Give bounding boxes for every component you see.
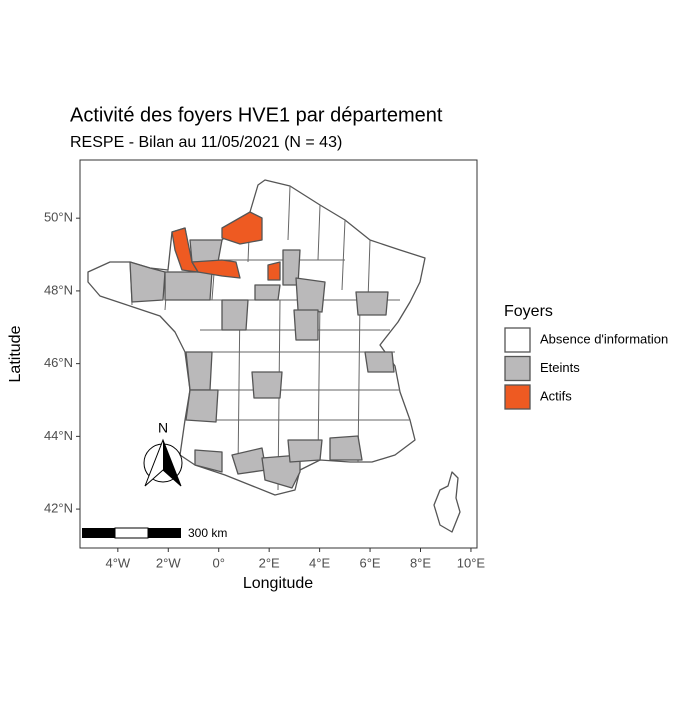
- chart-title: Activité des foyers HVE1 par département: [70, 104, 443, 126]
- legend-label: Absence d'information: [540, 331, 668, 346]
- department: [164, 271, 213, 301]
- north-label: N: [158, 420, 168, 436]
- scale-segment: [82, 528, 115, 538]
- actifs-departments: [171, 211, 281, 281]
- map: N 300 km: [82, 179, 461, 540]
- panel: [79, 159, 478, 549]
- x-axis-label: Longitude: [243, 575, 313, 592]
- department: [185, 351, 213, 391]
- north-arrow: [143, 438, 183, 487]
- chart-subtitle: RESPE - Bilan au 11/05/2021 (N = 43): [70, 134, 342, 151]
- legend-swatch: [504, 327, 531, 353]
- x-tick-label: 4°E: [309, 555, 330, 570]
- legend-swatch: [504, 355, 531, 382]
- y-tick-label: 44°N: [44, 428, 73, 443]
- department: [287, 439, 323, 463]
- department: [251, 371, 283, 399]
- x-tick-label: 0°: [213, 555, 225, 570]
- department: [329, 435, 363, 461]
- legend-title: Foyers: [504, 303, 553, 320]
- department: [194, 449, 223, 473]
- scale-segment: [114, 527, 149, 539]
- x-tick-label: 6°E: [360, 555, 381, 570]
- department: [185, 389, 219, 423]
- x-tick-label: 2°W: [156, 555, 181, 570]
- x-tick-label: 4°W: [105, 555, 130, 570]
- scale-bar: [82, 527, 181, 539]
- eteints-departments: [129, 239, 395, 489]
- department: [129, 261, 166, 303]
- department: [191, 259, 241, 279]
- department: [355, 291, 389, 316]
- scale-label: 300 km: [188, 526, 227, 540]
- legend-label: Actifs: [540, 388, 572, 403]
- x-tick-label: 8°E: [410, 555, 431, 570]
- x-tick-label: 2°E: [259, 555, 280, 570]
- y-tick-label: 48°N: [44, 282, 73, 297]
- y-tick-label: 42°N: [44, 501, 73, 516]
- y-tick-label: 50°N: [44, 210, 73, 225]
- department: [189, 239, 223, 263]
- y-tick-label: 46°N: [44, 355, 73, 370]
- x-tick-label: 10°E: [457, 555, 486, 570]
- corsica: [433, 471, 461, 533]
- y-axis-label: Latitude: [7, 325, 24, 382]
- department: [254, 284, 281, 301]
- department: [364, 351, 395, 373]
- north-arrow-half: [163, 440, 181, 486]
- scale-segment: [148, 528, 181, 538]
- department: [221, 299, 249, 331]
- legend-label: Eteints: [540, 360, 580, 375]
- department: [293, 309, 319, 341]
- legend-swatch: [504, 384, 531, 410]
- department: [221, 211, 263, 245]
- department: [267, 261, 281, 281]
- department: [295, 277, 326, 313]
